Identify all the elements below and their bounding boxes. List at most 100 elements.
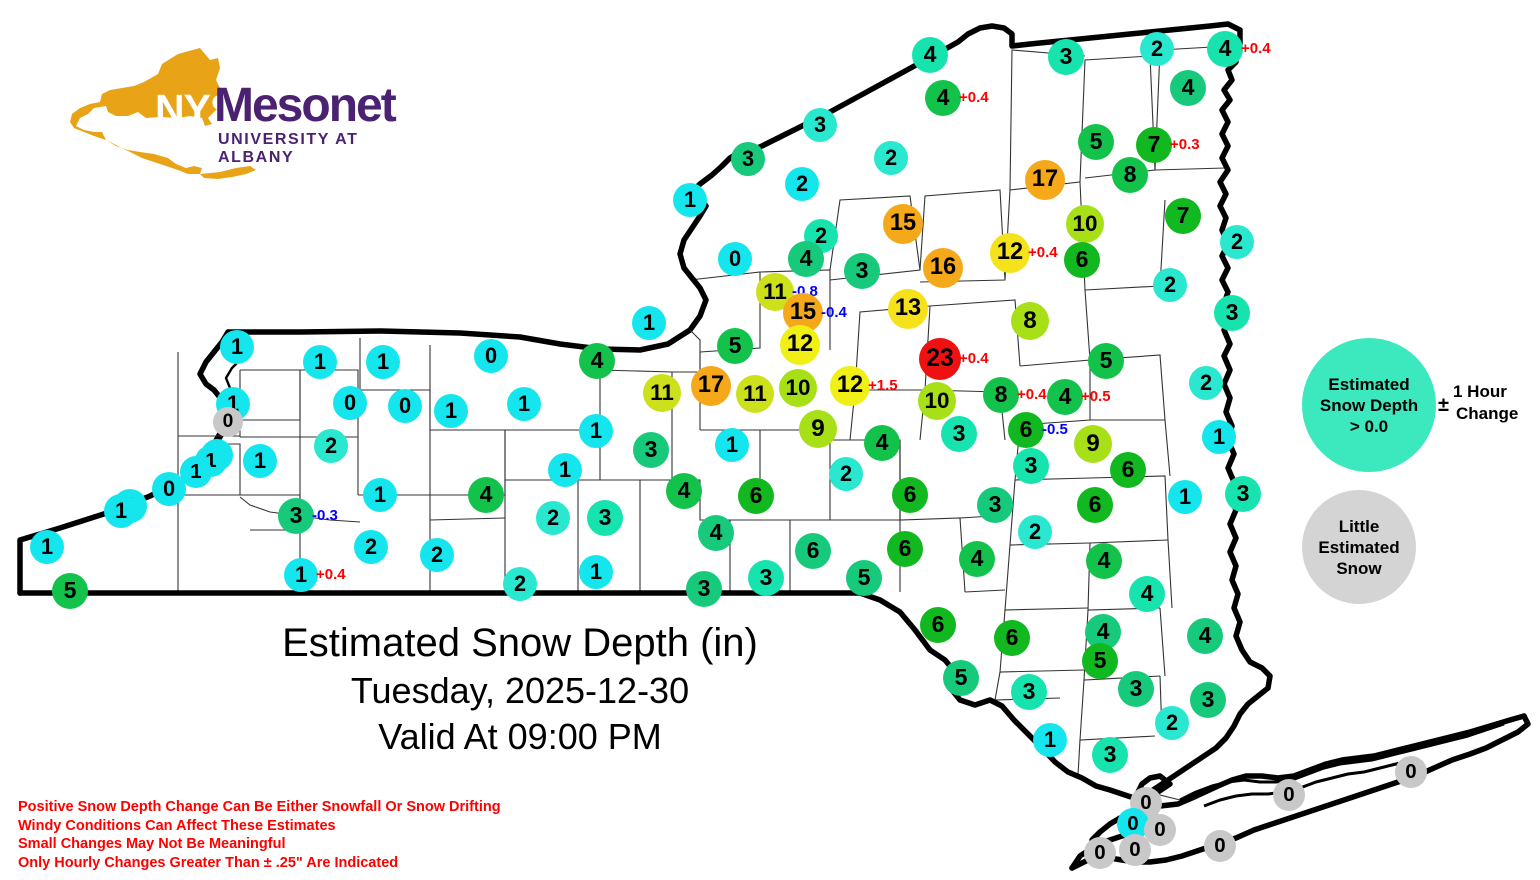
station-marker[interactable]: 0 — [388, 389, 422, 423]
station-marker[interactable]: 8 — [1011, 302, 1049, 340]
station-marker[interactable]: 1 — [1202, 420, 1236, 454]
station-marker[interactable]: 6 — [795, 533, 831, 569]
station-marker[interactable]: 2 — [829, 457, 863, 491]
station-marker[interactable]: 7 — [1136, 127, 1172, 163]
station-marker[interactable]: 4 — [1187, 618, 1223, 654]
station-marker[interactable]: 1 — [579, 555, 613, 589]
station-marker[interactable]: 4 — [698, 515, 734, 551]
station-marker[interactable]: 6 — [887, 531, 923, 567]
station-marker[interactable]: 2 — [1189, 366, 1223, 400]
station-marker[interactable]: 4 — [959, 541, 995, 577]
station-marker[interactable]: 4 — [666, 473, 702, 509]
station-marker[interactable]: 9 — [799, 410, 837, 448]
station-marker[interactable]: 17 — [1025, 160, 1065, 200]
station-marker[interactable]: 2 — [1153, 268, 1187, 302]
station-marker[interactable]: 6 — [1110, 452, 1146, 488]
station-marker[interactable]: 1 — [579, 414, 613, 448]
station-marker[interactable]: 3 — [278, 498, 314, 534]
station-marker[interactable]: 3 — [1190, 682, 1226, 718]
station-marker[interactable]: 6 — [1008, 412, 1044, 448]
station-marker[interactable]: 3 — [748, 560, 784, 596]
station-marker[interactable]: 3 — [1048, 39, 1084, 75]
station-marker[interactable]: 13 — [888, 289, 928, 329]
station-marker[interactable]: 3 — [1225, 476, 1261, 512]
station-marker[interactable]: 1 — [284, 558, 318, 592]
station-marker[interactable]: 17 — [691, 366, 731, 406]
station-marker[interactable]: 5 — [846, 560, 882, 596]
station-marker[interactable]: 8 — [1112, 157, 1148, 193]
station-marker[interactable]: 5 — [717, 328, 753, 364]
station-marker[interactable]: 3 — [633, 432, 669, 468]
station-marker[interactable]: 12 — [780, 325, 820, 365]
station-marker[interactable]: 3 — [844, 253, 880, 289]
station-marker[interactable]: 1 — [673, 183, 707, 217]
station-marker[interactable]: 4 — [864, 425, 900, 461]
station-marker[interactable]: 0 — [1084, 837, 1116, 869]
station-marker[interactable]: 2 — [536, 501, 570, 535]
station-marker[interactable]: 1 — [366, 345, 400, 379]
station-marker[interactable]: 9 — [1074, 425, 1112, 463]
station-marker[interactable]: 5 — [1078, 124, 1114, 160]
station-marker[interactable]: 6 — [1064, 242, 1100, 278]
station-marker[interactable]: 3 — [803, 108, 837, 142]
station-marker[interactable]: 1 — [303, 345, 337, 379]
station-marker[interactable]: 10 — [779, 369, 817, 407]
station-marker[interactable]: 0 — [1204, 830, 1236, 862]
station-marker[interactable]: 4 — [1207, 31, 1243, 67]
station-marker[interactable]: 10 — [1066, 205, 1104, 243]
station-marker[interactable]: 1 — [715, 428, 749, 462]
station-marker[interactable]: 3 — [731, 142, 765, 176]
station-marker[interactable]: 5 — [52, 573, 88, 609]
station-marker[interactable]: 0 — [333, 386, 367, 420]
station-marker[interactable]: 2 — [354, 530, 388, 564]
station-marker[interactable]: 2 — [314, 429, 348, 463]
station-marker[interactable]: 23 — [919, 338, 961, 380]
station-marker[interactable]: 1 — [243, 444, 277, 478]
station-marker[interactable]: 6 — [920, 607, 956, 643]
station-marker[interactable]: 6 — [994, 620, 1030, 656]
station-marker[interactable]: 3 — [1214, 295, 1250, 331]
station-marker[interactable]: 4 — [1086, 543, 1122, 579]
station-marker[interactable]: 0 — [1395, 756, 1427, 788]
station-marker[interactable]: 2 — [503, 567, 537, 601]
station-marker[interactable]: 1 — [363, 478, 397, 512]
station-marker[interactable]: 1 — [632, 306, 666, 340]
station-marker[interactable]: 0 — [152, 472, 186, 506]
station-marker[interactable]: 2 — [874, 141, 908, 175]
station-marker[interactable]: 3 — [941, 416, 977, 452]
station-marker[interactable]: 4 — [1047, 379, 1083, 415]
station-marker[interactable]: 6 — [1077, 487, 1113, 523]
station-marker[interactable]: 8 — [983, 377, 1019, 413]
station-marker[interactable]: 2 — [1018, 515, 1052, 549]
station-marker[interactable]: 0 — [1119, 834, 1151, 866]
station-marker[interactable]: 1 — [220, 330, 254, 364]
station-marker[interactable]: 10 — [918, 382, 956, 420]
station-marker[interactable]: 3 — [686, 571, 722, 607]
station-marker[interactable]: 0 — [1144, 814, 1176, 846]
station-marker[interactable]: 2 — [1140, 32, 1174, 66]
station-marker[interactable]: 4 — [579, 343, 615, 379]
station-marker[interactable]: 3 — [1092, 737, 1128, 773]
station-marker[interactable]: 0 — [1273, 779, 1305, 811]
station-marker[interactable]: 16 — [923, 248, 963, 288]
station-marker[interactable]: 3 — [977, 487, 1013, 523]
station-marker[interactable]: 3 — [587, 500, 623, 536]
station-marker[interactable]: 3 — [1118, 671, 1154, 707]
station-marker[interactable]: 2 — [1220, 225, 1254, 259]
station-marker[interactable]: 11 — [643, 374, 681, 412]
station-marker[interactable]: 4 — [912, 37, 948, 73]
station-marker[interactable]: 1 — [30, 530, 64, 564]
station-marker[interactable]: 1 — [507, 387, 541, 421]
station-marker[interactable]: 7 — [1165, 198, 1201, 234]
station-marker[interactable]: 6 — [892, 477, 928, 513]
station-marker[interactable]: 0 — [213, 407, 243, 437]
station-marker[interactable]: 15 — [883, 204, 923, 244]
station-marker[interactable]: 1 — [548, 453, 582, 487]
station-marker[interactable]: 11 — [736, 375, 774, 413]
station-marker[interactable]: 4 — [468, 477, 504, 513]
station-marker[interactable]: 4 — [1129, 576, 1165, 612]
station-marker[interactable]: 1 — [104, 494, 138, 528]
station-marker[interactable]: 0 — [718, 242, 752, 276]
station-marker[interactable]: 1 — [1168, 480, 1202, 514]
station-marker[interactable]: 3 — [1013, 448, 1049, 484]
